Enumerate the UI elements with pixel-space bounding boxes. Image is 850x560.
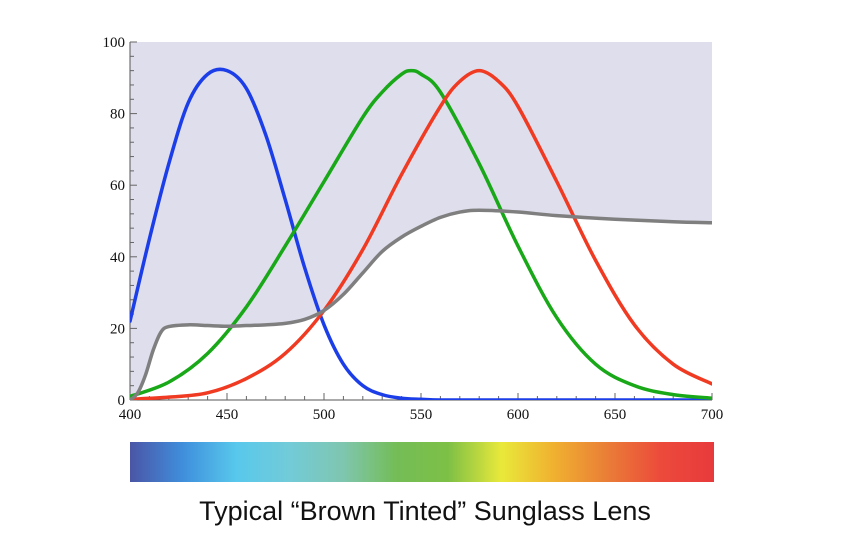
visible-spectrum-bar [130,442,714,482]
y-tick-label: 80 [110,107,125,123]
shaded-region-group [130,42,712,400]
blue-cone-curve [130,67,712,400]
red-cone-curve [130,68,712,400]
x-tick-label: 400 [119,407,142,423]
x-tick-label: 650 [604,407,627,423]
y-tick-label: 60 [110,178,125,194]
y-tick-label: 0 [118,393,126,409]
x-tick-label: 700 [701,407,724,423]
y-tick-label: 20 [110,321,125,337]
chart-title: Typical “Brown Tinted” Sunglass Lens [199,496,651,526]
x-tick-label: 500 [313,407,336,423]
shaded-blocked-region [130,42,712,400]
y-tick-label: 40 [110,250,125,266]
x-tick-label: 550 [410,407,433,423]
green-cone-curve [130,68,712,400]
x-tick-label: 600 [507,407,530,423]
tick-labels-group: 0 20 40 60 80 100 400 450 500 550 600 650 700 [103,35,724,423]
x-tick-label: 450 [216,407,239,423]
lens-transmission-curve [130,208,712,400]
y-tick-label: 100 [103,35,126,51]
series-group [130,67,712,400]
